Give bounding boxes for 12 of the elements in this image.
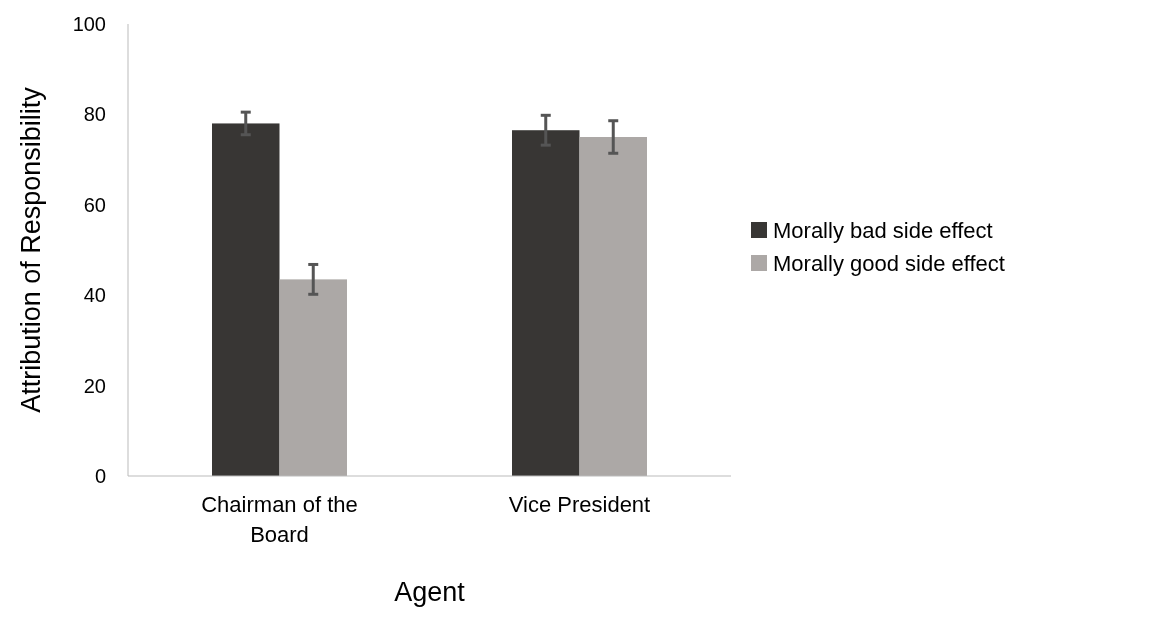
y-tick-label: 40 <box>83 284 106 307</box>
y-tick-label: 60 <box>83 193 106 216</box>
y-tick-label: 20 <box>83 374 106 397</box>
y-tick-label: 0 <box>94 465 106 487</box>
x-tick-label: Vice President <box>508 492 651 517</box>
y-tick-label: 80 <box>83 103 106 126</box>
x-tick-label: Chairman of the Board <box>201 492 358 547</box>
y-axis-title: Attribution of Responsibility <box>16 86 46 413</box>
x-axis-title: Agent <box>394 577 466 607</box>
y-tick-label: 100 <box>72 13 106 35</box>
legend-label: Morally bad side effect <box>773 217 993 243</box>
legend-label: Morally good side effect <box>773 250 1005 276</box>
